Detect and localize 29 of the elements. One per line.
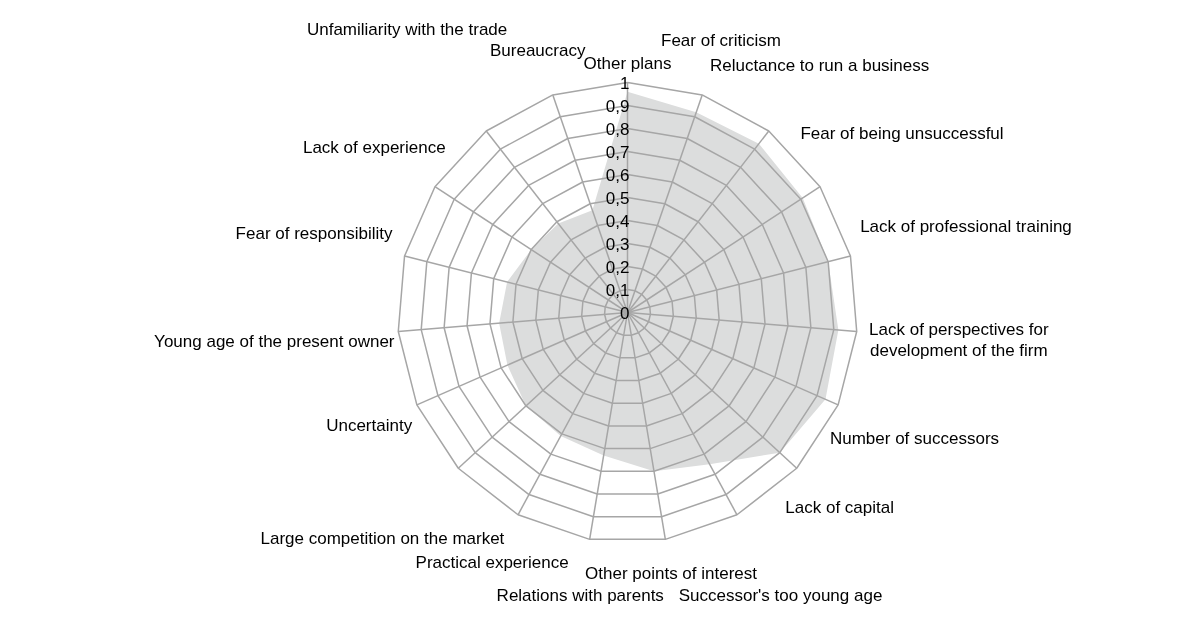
spoke-label: Successor's too young age	[678, 585, 883, 605]
y-tick-label: 0,7	[605, 142, 630, 162]
spoke-label: Lack of experience	[302, 137, 446, 157]
spoke-label: Fear of criticism	[661, 30, 781, 50]
spoke-label: Relations with parents	[496, 586, 664, 606]
y-tick-label: 0,6	[605, 165, 630, 185]
spoke-label: Young age of the present owner	[154, 332, 395, 352]
y-tick-label: 0,1	[605, 280, 630, 300]
y-tick-label: 0,3	[605, 234, 630, 254]
spoke-label: Lack of perspectives for development of the firm	[869, 320, 1049, 360]
y-tick-label: 0,9	[605, 96, 630, 116]
spoke-label: Large competition on the market	[260, 528, 505, 548]
spoke-label: Uncertainty	[326, 416, 413, 436]
spoke-label: Fear of being unsuccessful	[800, 123, 1004, 143]
spoke-label: Other plans	[583, 53, 672, 73]
spoke-label: Lack of professional training	[860, 217, 1072, 237]
spoke-label: Number of successors	[829, 428, 1000, 448]
y-tick-label: 0,5	[605, 188, 630, 208]
y-tick-label: 0,2	[605, 257, 630, 277]
spoke-label: Other points of interest	[585, 563, 758, 583]
spoke-label: Lack of capital	[785, 498, 895, 518]
y-tick-label: 0,8	[605, 119, 630, 139]
y-tick-label: 1	[620, 73, 630, 93]
y-tick-label: 0,4	[605, 211, 630, 231]
spoke-label: Fear of responsibility	[235, 223, 393, 243]
spoke-label: Practical experience	[415, 553, 569, 573]
spoke-label: Reluctance to run a business	[710, 56, 930, 76]
spoke-label: Unfamiliarity with the trade	[306, 19, 508, 39]
y-tick-label: 0	[620, 303, 630, 323]
